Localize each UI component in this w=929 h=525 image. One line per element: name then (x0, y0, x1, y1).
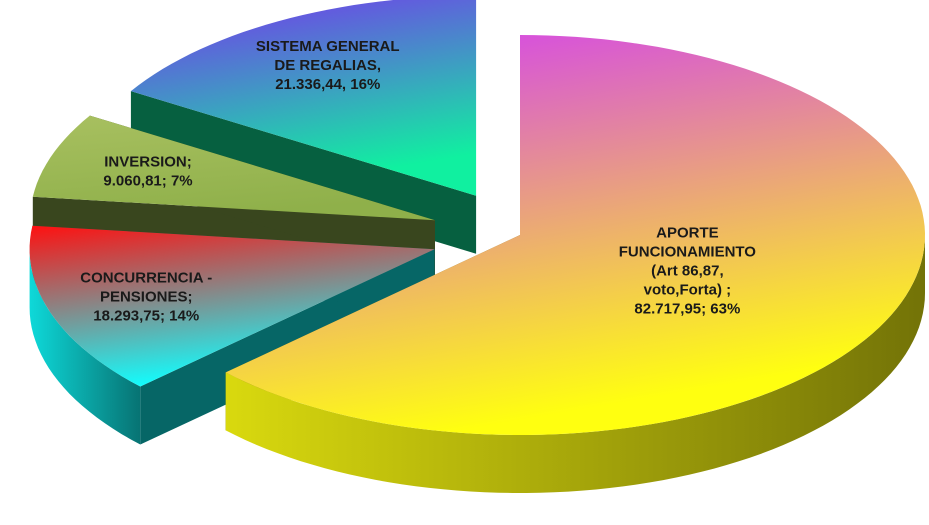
data-label: CONCURRENCIA -PENSIONES; 18.293,75; 14% (80, 269, 212, 324)
data-label: INVERSION; 9.060,81; 7% (103, 154, 192, 190)
slice (225, 35, 925, 493)
slice-side (225, 235, 925, 493)
slice-top (29, 225, 435, 387)
slice-side (29, 249, 141, 445)
data-label: APORTE FUNCIONAMIENTO (Art 86,87, voto,Fort… (619, 225, 757, 318)
slice-top (130, 0, 477, 196)
slice-top (32, 115, 436, 221)
slice-top (225, 35, 925, 435)
data-label: SISTEMA GENERAL DE REGALIAS, 21.336,44, 16… (256, 38, 400, 93)
